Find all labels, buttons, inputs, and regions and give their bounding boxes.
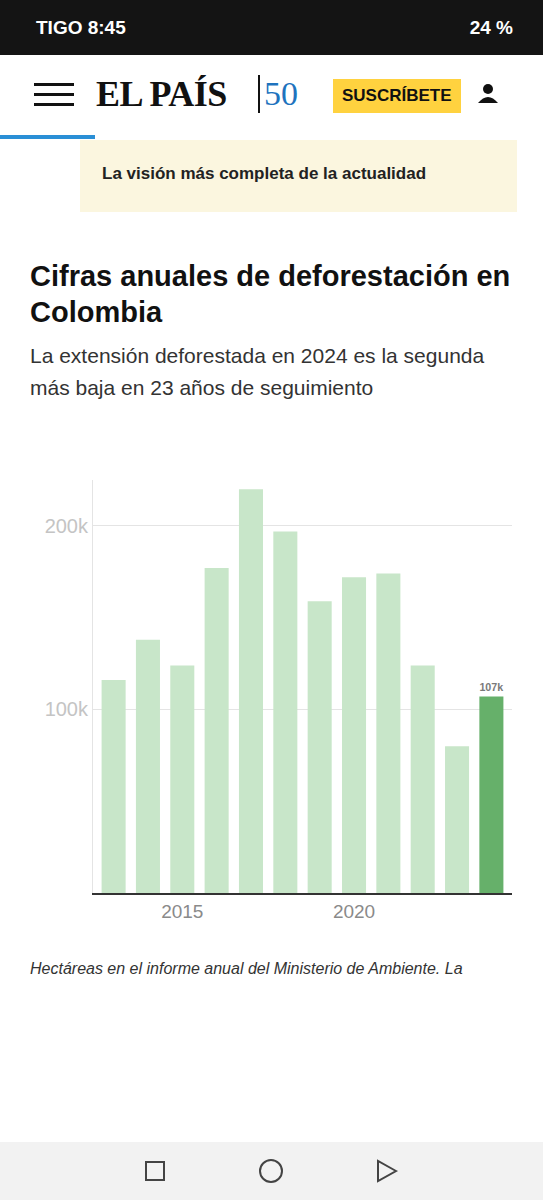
html-text:EL PAÍS: EL PAÍS (96, 74, 227, 114)
html-text:La visión más completa de la a: La visión más completa de la actualidad (102, 164, 427, 183)
html-text:La extensión deforestada en 20: La extensión deforestada en 2024 es la s… (30, 344, 485, 399)
html-text:24 %: 24 % (469, 17, 513, 38)
svg-text:200k: 200k (45, 515, 89, 537)
svg-text:2020: 2020 (333, 901, 375, 922)
html-text:SUSCRÍBETE: SUSCRÍBETE (342, 86, 452, 105)
html-text:Cifras anuales de deforestació: Cifras anuales de deforestación en Colom… (30, 260, 511, 328)
svg-text:2015: 2015 (161, 901, 203, 922)
html-text:Hectáreas en el informe anual: Hectáreas en el informe anual del Minist… (30, 960, 463, 977)
svg-text:100k: 100k (45, 698, 89, 720)
html-text:50: 50 (264, 75, 298, 112)
html-text:TIGO 8:45: TIGO 8:45 (36, 17, 126, 38)
svg-text:107k: 107k (479, 681, 503, 693)
